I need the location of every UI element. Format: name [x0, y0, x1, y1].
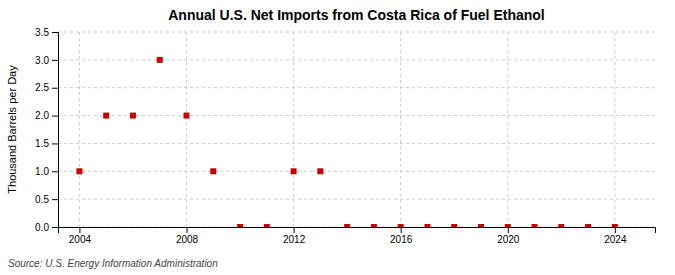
point [612, 224, 618, 227]
x-axis-tick-label: 2004 [69, 234, 92, 245]
x-axis: 2004 2008 2012 2016 2020 2024 [59, 227, 656, 245]
x-axis-tick: 2008 [176, 227, 199, 245]
point [424, 224, 430, 227]
y-axis-tick-label: 0.0 [35, 222, 49, 233]
x-axis-tick-mark [508, 227, 509, 233]
y-axis-tick-mark [52, 60, 58, 61]
point [157, 57, 163, 63]
x-axis-tick: 2004 [69, 227, 92, 245]
point [210, 168, 216, 174]
x-axis-tick: 2016 [390, 227, 413, 245]
grid-line-x [614, 32, 615, 227]
x-axis-tick-mark [187, 227, 188, 233]
x-axis-tick: 2012 [283, 227, 306, 245]
chart: 2004 2008 2012 2016 2020 2024 0.0 0.5 1.0 1.5 2.0 2… [0, 0, 675, 275]
y-axis-tick: 0.0 [35, 222, 58, 233]
point [505, 224, 511, 227]
point [130, 113, 136, 119]
point [184, 113, 190, 119]
grid-line-y [58, 171, 655, 172]
x-axis-tick-mark [294, 227, 295, 233]
y-axis-line [52, 33, 59, 228]
y-axis-tick-mark [52, 199, 58, 200]
y-axis-tick-mark [52, 88, 58, 89]
point [451, 224, 457, 227]
y-axis-tick-label: 0.5 [35, 194, 49, 205]
y-axis-tick-mark [52, 116, 58, 117]
point [237, 224, 243, 227]
x-axis-tick-mark [79, 227, 80, 233]
point [291, 168, 297, 174]
x-axis-tick-label: 2024 [604, 234, 627, 245]
y-axis-tick-mark [52, 171, 58, 172]
title: Annual U.S. Net Imports from Costa Rica … [168, 7, 544, 23]
point [532, 224, 538, 227]
point [76, 168, 82, 174]
grid-line-x [79, 32, 80, 227]
point [103, 113, 109, 119]
point [317, 168, 323, 174]
x-axis-tick-label: 2020 [497, 234, 520, 245]
x-axis-tick-label: 2008 [176, 234, 199, 245]
y-axis-tick: 3.5 [35, 27, 58, 38]
y-axis-tick: 0.5 [35, 194, 58, 205]
grid-line-y [58, 59, 655, 60]
y-axis-tick-label: 1.5 [35, 138, 49, 149]
grid-line-y [58, 115, 655, 116]
y-axis-tick: 1.5 [35, 138, 58, 149]
point [558, 224, 564, 227]
annotation: Source: U.S. Energy Information Administ… [8, 258, 218, 269]
grid-line-x [507, 32, 508, 227]
y-axis-tick-mark [52, 143, 58, 144]
y-axis: 0.0 0.5 1.0 1.5 2.0 2.5 3.0 3.5 [35, 27, 58, 233]
point [398, 224, 404, 227]
x-axis-tick-label: 2012 [283, 234, 306, 245]
grid-line-y [58, 199, 655, 200]
y-axis-tick-label: 2.5 [35, 82, 49, 93]
point [585, 224, 591, 227]
point [264, 224, 270, 227]
x-axis-tick-mark [615, 227, 616, 233]
y-axis-tick: 2.0 [35, 110, 58, 121]
point [478, 224, 484, 227]
grid-line-x [186, 32, 187, 227]
y-axis-tick: 2.5 [35, 82, 58, 93]
grid-line-x [400, 32, 401, 227]
grid-line-x [293, 32, 294, 227]
y-axis-tick: 1.0 [35, 166, 58, 177]
grid [58, 32, 655, 227]
y-axis-tick-mark [52, 32, 58, 33]
x-axis-tick-mark [401, 227, 402, 233]
y-axis-tick-label: 3.0 [35, 55, 49, 66]
y-axis-title: Thousand Barrels per Day [6, 65, 18, 194]
grid-line-y [58, 143, 655, 144]
x-axis-tick: 2020 [497, 227, 520, 245]
y-axis-tick-label: 3.5 [35, 27, 49, 38]
x-axis-tick: 2024 [604, 227, 627, 245]
plot: 2004 2008 2012 2016 2020 2024 0.0 0.5 1.0 1.5 2.0 2… [35, 27, 655, 245]
y-axis-tick-mark [52, 227, 58, 228]
marks [76, 57, 617, 227]
y-axis-tick-label: 2.0 [35, 110, 49, 121]
grid-line-y [58, 87, 655, 88]
y-axis-tick-label: 1.0 [35, 166, 49, 177]
x-axis-tick-label: 2016 [390, 234, 413, 245]
point [344, 224, 350, 227]
y-axis-tick: 3.0 [35, 55, 58, 66]
point [371, 224, 377, 227]
x-axis-line [59, 228, 656, 234]
grid-line-y [58, 32, 655, 33]
